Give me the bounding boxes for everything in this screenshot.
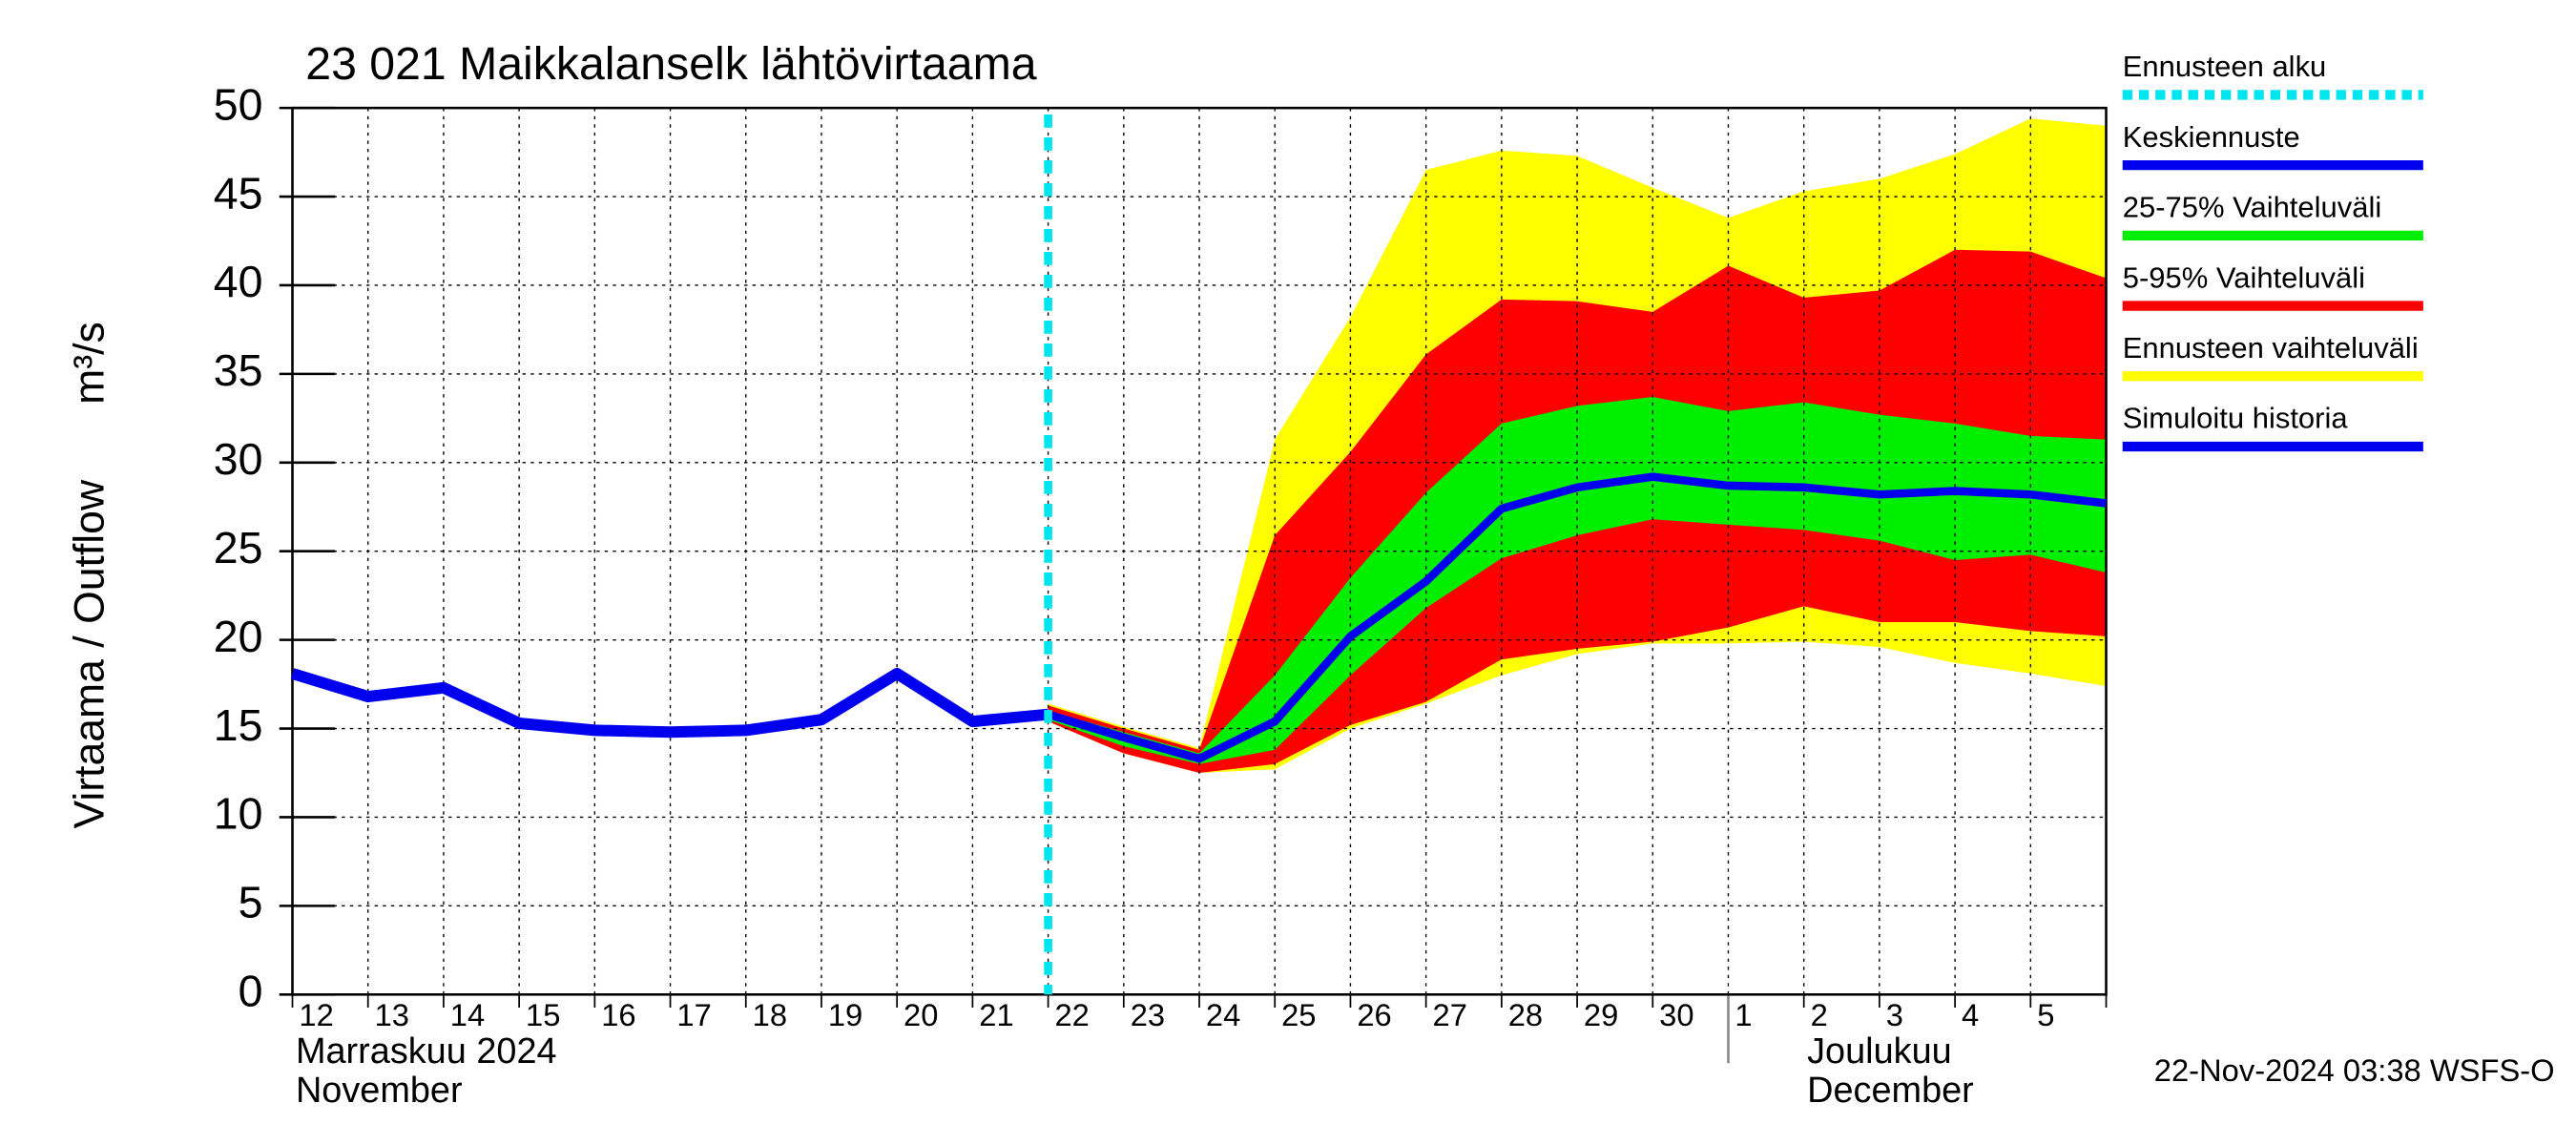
legend-label: Simuloitu historia (2123, 402, 2349, 435)
y-axis-label: Virtaama / Outflow (66, 479, 113, 828)
x-tick-label: 21 (979, 997, 1013, 1032)
month-label: November (296, 1071, 463, 1111)
x-tick-label: 17 (676, 997, 711, 1032)
y-tick-label: 35 (214, 345, 263, 395)
x-tick-label: 26 (1357, 997, 1391, 1032)
x-tick-label: 27 (1433, 997, 1467, 1032)
y-tick-label: 45 (214, 168, 263, 218)
y-tick-label: 50 (214, 79, 263, 129)
x-tick-label: 15 (526, 997, 560, 1032)
y-tick-label: 0 (239, 967, 263, 1016)
x-tick-label: 13 (375, 997, 409, 1032)
y-tick-label: 20 (214, 612, 263, 661)
x-tick-label: 23 (1131, 997, 1165, 1032)
series-line (1047, 472, 2108, 763)
legend-label: Keskiennuste (2123, 120, 2300, 154)
x-tick-label: 3 (1886, 997, 1903, 1032)
y-tick-label: 25 (214, 523, 263, 572)
month-label: Marraskuu 2024 (296, 1031, 557, 1072)
x-tick-label: 30 (1659, 997, 1693, 1032)
legend-label: Ennusteen alku (2123, 50, 2327, 83)
y-tick-label: 15 (214, 700, 263, 750)
series-line (290, 667, 1049, 739)
chart-title: 23 021 Maikkalanselk lähtövirtaama (305, 38, 1037, 90)
x-tick-label: 14 (450, 997, 485, 1032)
y-tick-label: 30 (214, 434, 263, 484)
x-tick-label: 22 (1054, 997, 1089, 1032)
month-label: Joulukuu (1807, 1031, 1952, 1072)
x-tick-label: 2 (1811, 997, 1828, 1032)
x-tick-label: 20 (904, 997, 938, 1032)
x-tick-label: 16 (601, 997, 635, 1032)
y-axis-unit: m³/s (66, 322, 113, 405)
y-tick-label: 5 (239, 878, 263, 927)
x-tick-label: 5 (2037, 997, 2054, 1032)
x-tick-label: 19 (828, 997, 862, 1032)
legend-label: Ennusteen vaihteluväli (2123, 331, 2419, 364)
x-tick-label: 29 (1584, 997, 1618, 1032)
legend-label: 5-95% Vaihteluväli (2123, 260, 2365, 294)
timestamp: 22-Nov-2024 03:38 WSFS-O (2154, 1052, 2555, 1088)
y-tick-label: 10 (214, 789, 263, 839)
x-tick-label: 1 (1735, 997, 1752, 1032)
x-tick-label: 12 (299, 997, 333, 1032)
plot-frame (291, 106, 2108, 996)
x-tick-label: 25 (1281, 997, 1316, 1032)
y-tick-label: 40 (214, 257, 263, 306)
x-tick-label: 28 (1508, 997, 1543, 1032)
month-label: December (1807, 1071, 1974, 1111)
legend-label: 25-75% Vaihteluväli (2123, 191, 2381, 224)
x-tick-label: 24 (1206, 997, 1240, 1032)
x-tick-label: 4 (1962, 997, 1979, 1032)
x-tick-label: 18 (753, 997, 787, 1032)
